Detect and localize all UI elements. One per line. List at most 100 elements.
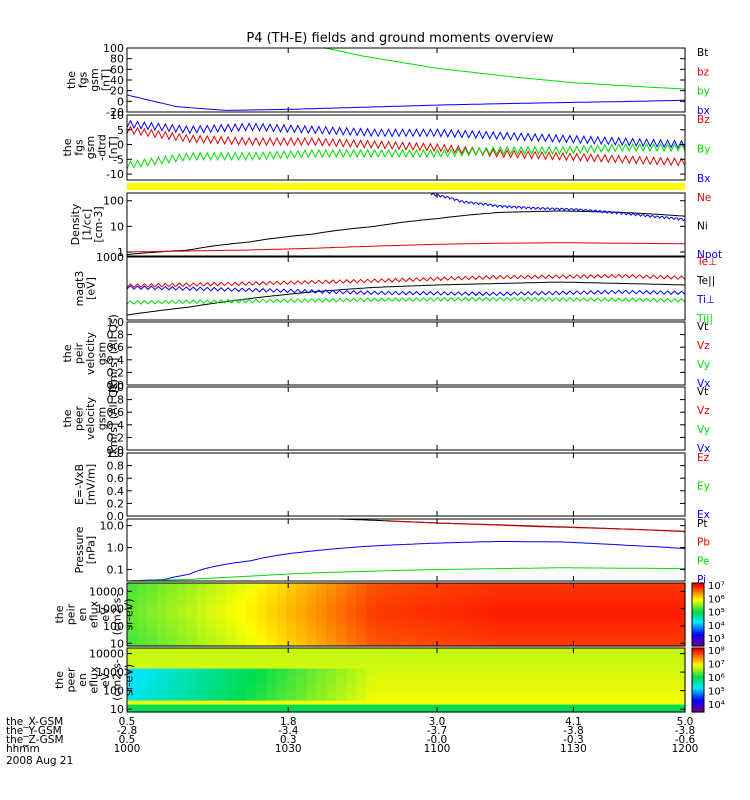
heatmap-cell <box>196 630 208 635</box>
colorbar-segment <box>692 697 704 700</box>
heatmap-cell <box>376 704 387 709</box>
heatmap-cell <box>276 594 288 600</box>
heatmap-cell <box>246 668 258 673</box>
heatmap-cell <box>326 684 337 689</box>
heatmap-cell <box>585 618 596 623</box>
y-axis-label-line: sr-eV) <box>122 598 135 630</box>
legend-entry: By <box>697 144 710 156</box>
heatmap-cell <box>465 660 477 665</box>
colorbar-segment <box>692 631 704 634</box>
heatmap-cell <box>306 680 317 685</box>
heatmap-cell <box>156 648 168 653</box>
heatmap-cell <box>475 626 487 631</box>
heatmap-cell <box>236 692 248 697</box>
heatmap-cell <box>535 606 547 612</box>
heatmap-cell <box>296 652 307 657</box>
heatmap-cell <box>625 708 636 713</box>
x-axis-tick-label: 0.5 <box>119 734 136 746</box>
heatmap-cell <box>655 594 666 600</box>
heatmap-cell <box>176 696 188 701</box>
heatmap-cell <box>256 630 268 635</box>
heatmap-cell <box>386 622 397 627</box>
heatmap-cell <box>366 590 377 596</box>
heatmap-cell <box>176 606 188 612</box>
heatmap-cell <box>236 594 248 600</box>
heatmap-cell <box>585 614 596 619</box>
heatmap-cell <box>485 602 497 608</box>
heatmap-cell <box>176 598 188 604</box>
series-ne-line <box>127 242 686 253</box>
heatmap-cell <box>386 668 397 673</box>
heatmap-cell <box>595 606 606 612</box>
heatmap-cell <box>166 688 178 693</box>
x-axis-tick-label: -0.3 <box>563 734 584 746</box>
heatmap-cell <box>386 594 397 600</box>
heatmap-cell <box>226 692 238 697</box>
heatmap-cell <box>545 692 557 697</box>
heatmap-cell <box>605 594 616 600</box>
heatmap-cell <box>276 638 288 643</box>
heatmap-cell <box>176 664 188 669</box>
y-axis-label: magt3[eV] <box>73 271 98 307</box>
heatmap-cell <box>545 618 557 623</box>
heatmap-cell <box>416 652 427 657</box>
legend-entry: Pi <box>697 574 706 586</box>
heatmap-cell <box>166 598 178 604</box>
heatmap-cell <box>545 696 557 701</box>
heatmap-cell <box>166 700 178 705</box>
heatmap-cell <box>166 630 178 635</box>
heatmap-cell <box>346 622 357 627</box>
y-tick-label: 100 <box>103 620 124 633</box>
heatmap-cell <box>425 626 437 631</box>
panel-peir-velocity: 1.00.80.60.40.20.0thepeirvelocitygsm[km/… <box>61 314 710 393</box>
heatmap-cell <box>226 684 238 689</box>
heatmap-cell <box>555 590 567 596</box>
heatmap-cell <box>146 622 158 627</box>
heatmap-cell <box>176 638 188 643</box>
heatmap-cell <box>127 618 138 623</box>
heatmap-cell <box>236 586 248 592</box>
heatmap-cell <box>196 602 208 608</box>
heatmap-cell <box>246 618 258 623</box>
heatmap-cell <box>655 704 666 709</box>
heatmap-cell <box>465 610 477 616</box>
heatmap-cell <box>137 660 148 665</box>
heatmap-cell <box>386 676 397 681</box>
heatmap-cell <box>655 672 666 677</box>
heatmap-cell <box>386 708 397 713</box>
heatmap-cell <box>246 704 258 709</box>
heatmap-cell <box>336 614 347 619</box>
heatmap-cell <box>216 652 228 657</box>
heatmap-cell <box>485 614 497 619</box>
heatmap-cell <box>256 642 268 647</box>
heatmap-cell <box>366 618 377 623</box>
heatmap-cell <box>226 656 238 661</box>
heatmap-cell <box>137 680 148 685</box>
heatmap-cell <box>236 638 248 643</box>
heatmap-cell <box>256 634 268 639</box>
heatmap-cell <box>396 594 407 600</box>
colorbar-segment <box>692 635 704 639</box>
heatmap-cell <box>525 688 537 693</box>
y-axis-label-line: fgs <box>73 139 86 156</box>
heatmap-cell <box>306 630 317 635</box>
legend-entry: Vx <box>697 378 710 390</box>
heatmap-cell <box>485 586 497 592</box>
heatmap-cell <box>635 642 646 647</box>
x-axis-tick-label: 4.1 <box>565 716 582 728</box>
heatmap-cell <box>127 606 138 612</box>
heatmap-cell <box>485 630 497 635</box>
legend-entry: bz <box>697 66 710 78</box>
heatmap-cell <box>465 602 477 608</box>
heatmap-cell <box>137 708 148 713</box>
heatmap-cell <box>665 594 676 600</box>
heatmap-cell <box>645 634 656 639</box>
heatmap-cell <box>286 668 297 673</box>
heatmap-cell <box>455 614 467 619</box>
heatmap-cell <box>475 648 487 653</box>
heatmap-cell <box>465 598 477 604</box>
heatmap-cell <box>545 684 557 689</box>
heatmap-cell <box>127 634 138 639</box>
heatmap-cell <box>206 688 218 693</box>
heatmap-cell <box>416 704 427 709</box>
